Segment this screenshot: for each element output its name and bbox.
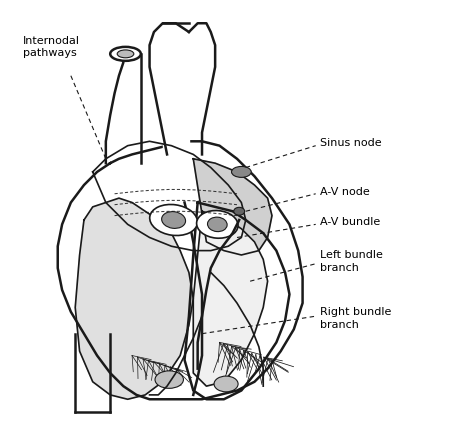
Ellipse shape: [208, 217, 227, 231]
Ellipse shape: [231, 166, 251, 177]
Ellipse shape: [110, 47, 141, 61]
Polygon shape: [75, 198, 193, 399]
Text: A-V node: A-V node: [320, 187, 370, 197]
Ellipse shape: [234, 207, 245, 215]
Polygon shape: [58, 141, 302, 399]
Polygon shape: [163, 23, 189, 154]
Ellipse shape: [117, 50, 134, 58]
Text: Sinus node: Sinus node: [320, 139, 382, 148]
Ellipse shape: [162, 212, 185, 228]
Ellipse shape: [150, 205, 198, 235]
Text: A-V bundle: A-V bundle: [320, 217, 380, 227]
Text: Right bundle
branch: Right bundle branch: [320, 307, 392, 330]
Ellipse shape: [155, 371, 183, 389]
Ellipse shape: [197, 210, 238, 238]
Polygon shape: [193, 211, 268, 386]
Polygon shape: [193, 159, 272, 255]
Text: Internodal
pathways: Internodal pathways: [23, 37, 80, 58]
Text: Left bundle
branch: Left bundle branch: [320, 250, 383, 273]
Ellipse shape: [214, 376, 238, 392]
